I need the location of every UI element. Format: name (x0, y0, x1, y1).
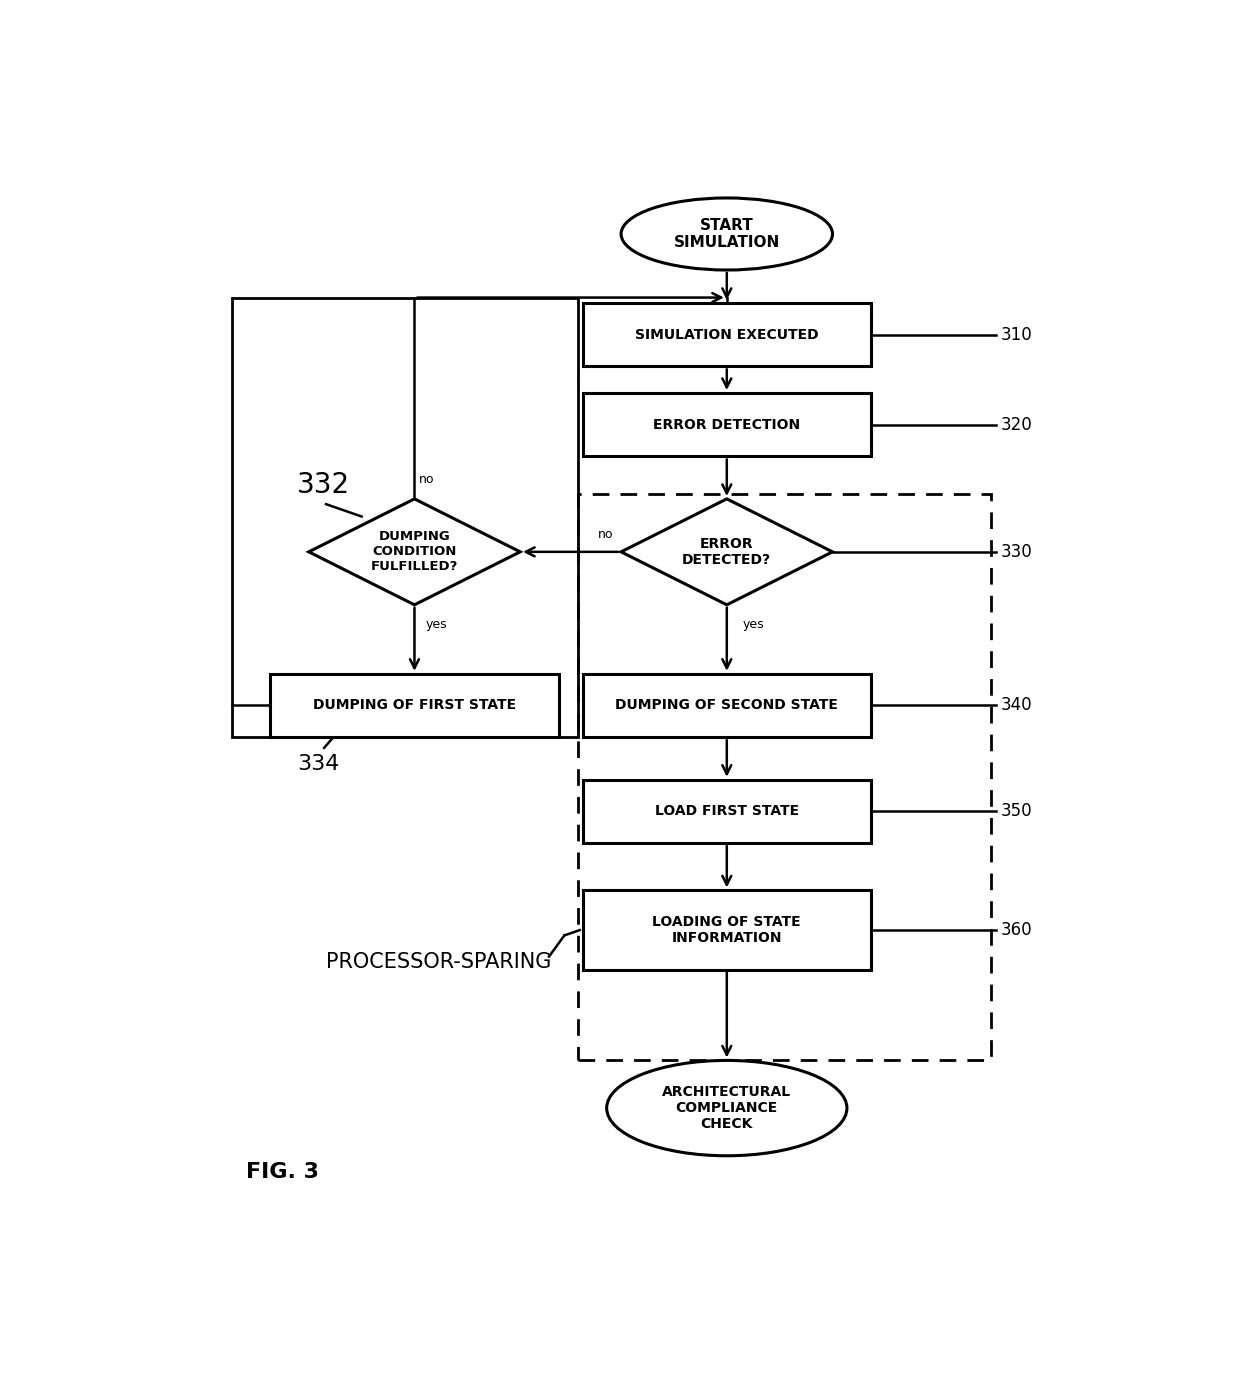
Text: DUMPING OF FIRST STATE: DUMPING OF FIRST STATE (312, 699, 516, 713)
Text: 350: 350 (1001, 802, 1033, 820)
Text: 340: 340 (1001, 696, 1033, 714)
Text: 310: 310 (1001, 326, 1033, 344)
Text: no: no (598, 528, 614, 541)
FancyBboxPatch shape (583, 394, 870, 457)
Text: ERROR
DETECTED?: ERROR DETECTED? (682, 537, 771, 567)
FancyBboxPatch shape (583, 780, 870, 843)
Text: no: no (419, 473, 435, 486)
Polygon shape (309, 499, 521, 605)
Text: SIMULATION EXECUTED: SIMULATION EXECUTED (635, 327, 818, 341)
FancyBboxPatch shape (583, 890, 870, 970)
FancyBboxPatch shape (583, 674, 870, 738)
Text: LOAD FIRST STATE: LOAD FIRST STATE (655, 805, 799, 819)
Text: ERROR DETECTION: ERROR DETECTION (653, 418, 800, 432)
FancyBboxPatch shape (583, 303, 870, 366)
Text: FIG. 3: FIG. 3 (247, 1161, 319, 1182)
Text: LOADING OF STATE
INFORMATION: LOADING OF STATE INFORMATION (652, 915, 801, 945)
Text: DUMPING OF SECOND STATE: DUMPING OF SECOND STATE (615, 699, 838, 713)
Text: 334: 334 (298, 754, 340, 773)
Text: PROCESSOR-SPARING: PROCESSOR-SPARING (326, 952, 552, 971)
Text: 332: 332 (298, 471, 351, 499)
Polygon shape (621, 499, 832, 605)
Text: 360: 360 (1001, 921, 1033, 938)
Text: DUMPING
CONDITION
FULFILLED?: DUMPING CONDITION FULFILLED? (371, 530, 458, 574)
Text: START
SIMULATION: START SIMULATION (673, 217, 780, 250)
Ellipse shape (621, 198, 832, 270)
Text: ARCHITECTURAL
COMPLIANCE
CHECK: ARCHITECTURAL COMPLIANCE CHECK (662, 1084, 791, 1131)
Text: yes: yes (743, 618, 764, 630)
Ellipse shape (606, 1061, 847, 1156)
Text: 330: 330 (1001, 544, 1033, 561)
Text: yes: yes (427, 618, 448, 630)
Text: 320: 320 (1001, 416, 1033, 433)
FancyBboxPatch shape (270, 674, 559, 738)
